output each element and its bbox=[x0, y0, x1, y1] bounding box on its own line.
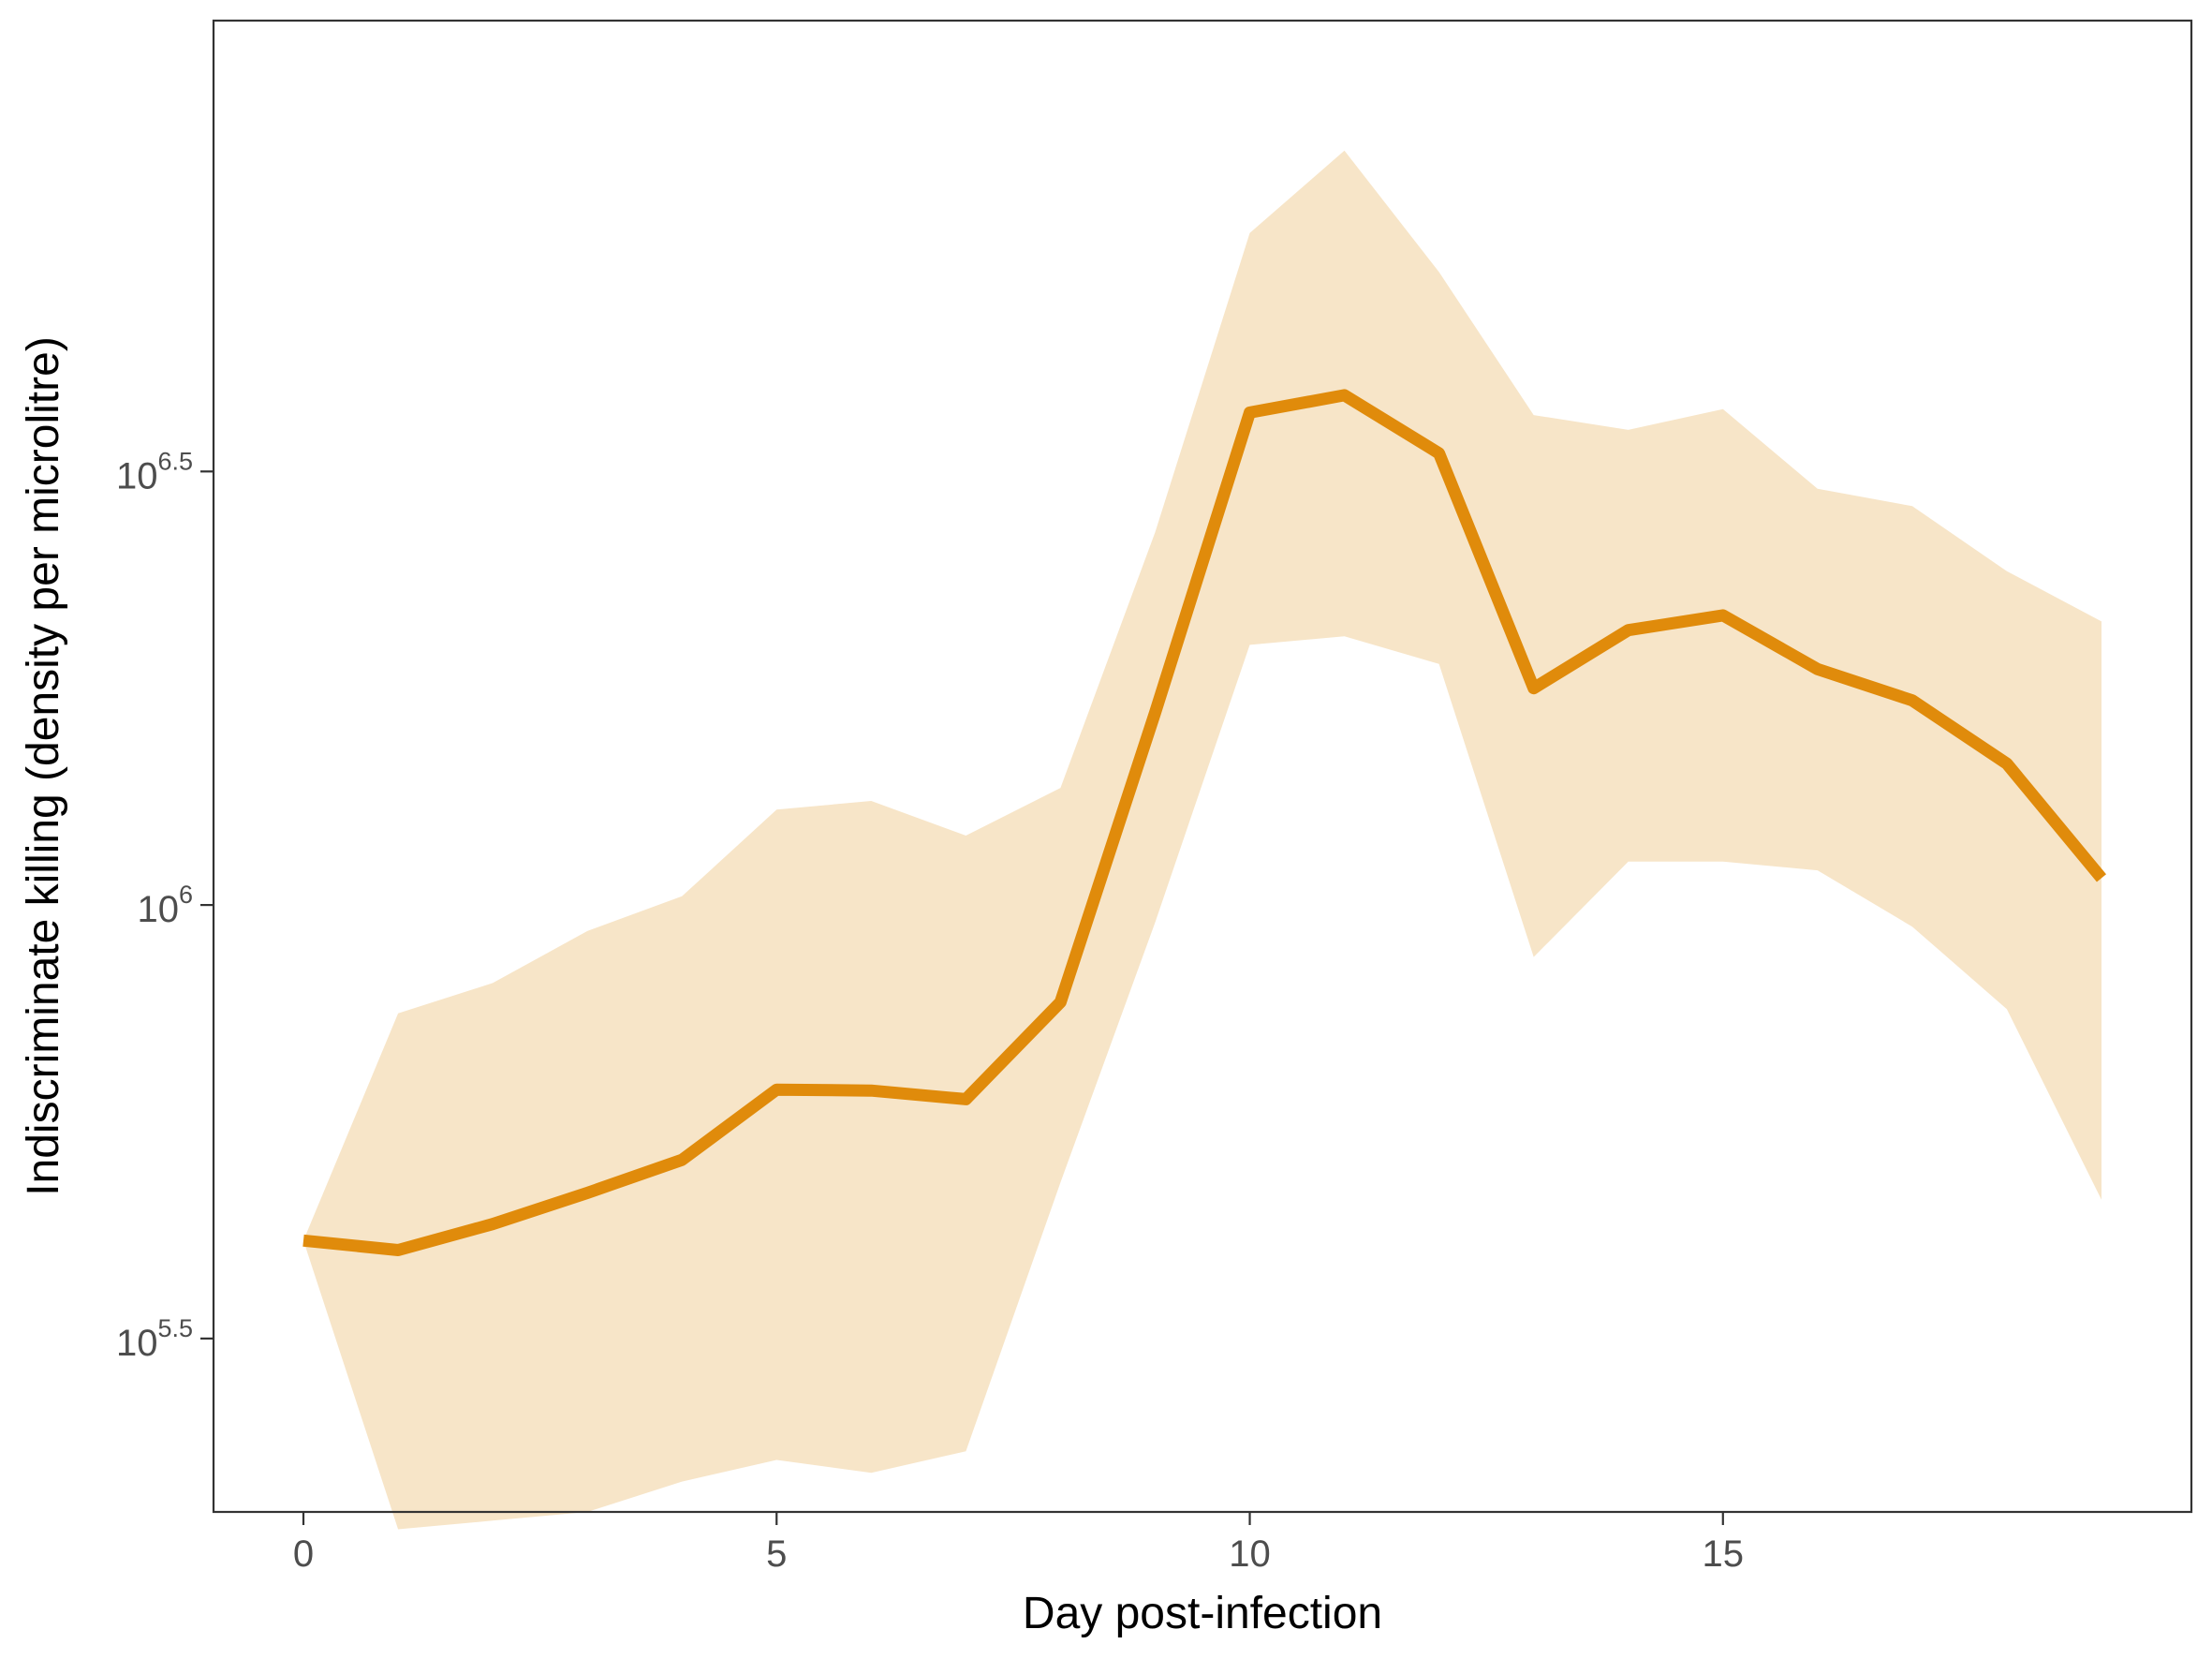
x-axis-title: Day post-infection bbox=[1023, 1589, 1382, 1638]
x-tick-label-10: 10 bbox=[1229, 1533, 1271, 1575]
confidence-ribbon-0 bbox=[303, 150, 2101, 1530]
plot-panel-border bbox=[212, 19, 2193, 1514]
x-tick-label-0: 0 bbox=[293, 1533, 314, 1575]
x-tick-label-5: 5 bbox=[766, 1533, 787, 1575]
confidence-ribbons bbox=[303, 150, 2101, 1530]
y-tick-label-6.5: 106.5 bbox=[116, 447, 193, 496]
series-line-0 bbox=[302, 389, 2107, 1256]
y-axis-title: Indiscriminate killing (density per micr… bbox=[19, 336, 68, 1196]
series-lines bbox=[302, 389, 2107, 1256]
x-axis: 0 5 10 15 bbox=[293, 1512, 1744, 1575]
y-tick-label-6: 106 bbox=[137, 881, 193, 930]
y-tick-label-5.5: 105.5 bbox=[116, 1314, 193, 1364]
x-tick-label-15: 15 bbox=[1703, 1533, 1745, 1575]
y-axis: 105.5 106 106.5 bbox=[116, 447, 214, 1364]
